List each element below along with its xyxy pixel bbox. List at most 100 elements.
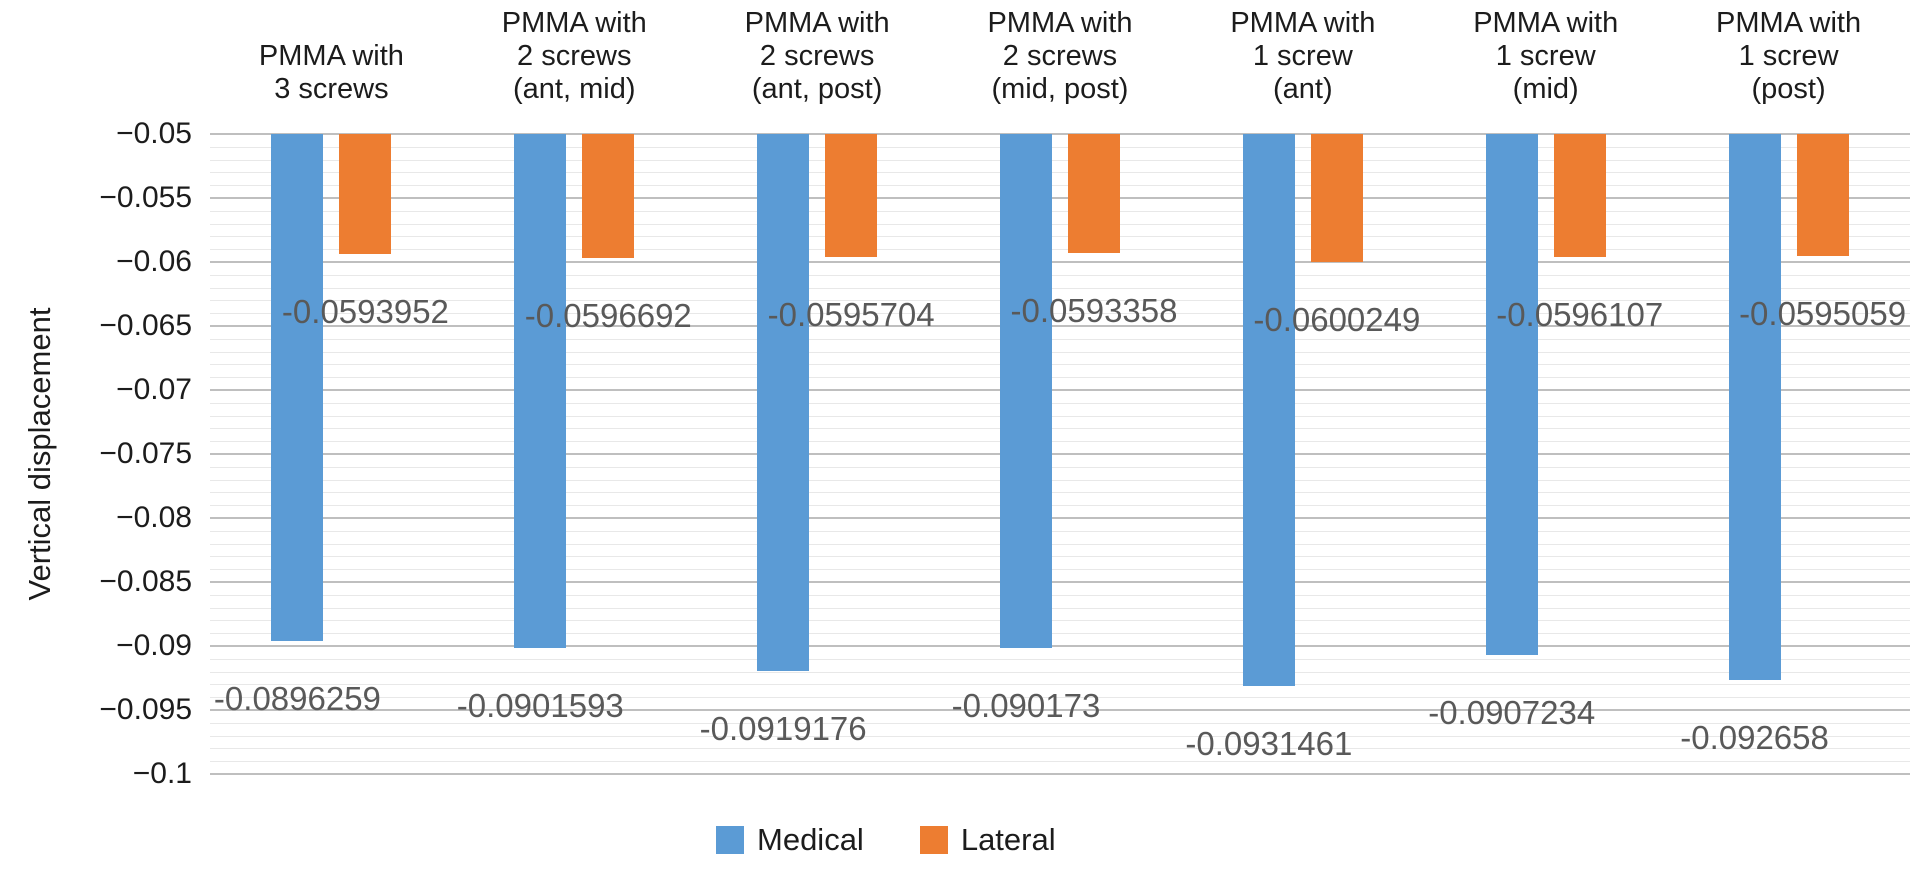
gridline-minor [210, 159, 1910, 161]
legend-label: Lateral [960, 822, 1056, 857]
gridline-major [210, 517, 1910, 519]
gridline-minor [210, 415, 1910, 417]
gridline-minor [210, 594, 1910, 596]
gridline-minor [210, 761, 1910, 763]
data-label-medical-5: -0.0931461 [1185, 725, 1353, 763]
category-label-2: PMMA with 2 screws (ant, mid) [501, 7, 647, 105]
category-label-5: PMMA with 1 screw (ant) [1230, 7, 1376, 105]
data-label-lateral-5: -0.0600249 [1253, 301, 1421, 339]
data-label-medical-7: -0.092658 [1680, 719, 1829, 757]
gridline-minor [210, 697, 1910, 699]
category-label-7: PMMA with 1 screw (post) [1716, 7, 1862, 105]
data-label-lateral-4: -0.0593358 [1010, 292, 1178, 330]
bar-medical-2 [514, 134, 567, 649]
data-label-medical-4: -0.090173 [951, 687, 1101, 725]
bar-medical-4 [1000, 134, 1052, 649]
gridline-minor [210, 351, 1910, 353]
bar-medical-7 [1728, 134, 1781, 681]
data-label-lateral-2: -0.0596692 [524, 296, 692, 334]
gridline-minor [210, 543, 1910, 545]
gridline-minor [210, 249, 1910, 251]
bar-lateral-2 [582, 134, 635, 258]
gridline-major [210, 261, 1910, 263]
y-tick-label: −0.07 [116, 373, 192, 406]
gridline-minor [210, 722, 1910, 724]
gridline-major [210, 645, 1910, 647]
bar-lateral-6 [1553, 134, 1606, 258]
legend-label: Medical [757, 822, 864, 857]
data-label-medical-6: -0.0907234 [1428, 694, 1596, 732]
y-tick-label: −0.06 [116, 245, 192, 278]
gridline-minor [210, 556, 1910, 558]
gridline-minor [210, 607, 1910, 609]
category-label-6: PMMA with 1 screw (mid) [1473, 7, 1619, 105]
gridline-minor [210, 748, 1910, 750]
category-label-1: PMMA with 3 screws [258, 40, 404, 105]
bar-lateral-3 [825, 134, 878, 257]
data-label-medical-2: -0.0901593 [456, 687, 624, 725]
gridline-minor [210, 223, 1910, 225]
gridline-minor [210, 684, 1910, 686]
gridline-minor [210, 620, 1910, 622]
legend: Medical Lateral [716, 820, 1056, 860]
gridline-minor [210, 441, 1910, 443]
bar-lateral-1 [339, 134, 392, 255]
gridline-minor [210, 530, 1910, 532]
category-label-3: PMMA with 2 screws (ant, post) [744, 7, 890, 105]
gridline-minor [210, 671, 1910, 673]
gridline-minor [210, 492, 1910, 494]
y-tick-label: −0.065 [99, 309, 192, 342]
gridline-major [210, 389, 1910, 391]
data-label-lateral-7: -0.0595059 [1739, 294, 1907, 332]
category-label-4: PMMA with 2 screws (mid, post) [987, 7, 1133, 105]
gridline-minor [210, 377, 1910, 379]
gridline-minor [210, 364, 1910, 366]
gridline-minor [210, 735, 1910, 737]
data-label-medical-3: -0.0919176 [699, 709, 867, 747]
gridline-major [210, 197, 1910, 199]
bar-medical-6 [1485, 134, 1538, 656]
bar-lateral-5 [1310, 134, 1363, 263]
y-tick-label: −0.09 [116, 629, 192, 662]
bar-medical-1 [271, 134, 324, 642]
gridline-major [210, 581, 1910, 583]
gridline-minor [210, 210, 1910, 212]
gridline-minor [210, 633, 1910, 635]
gridline-major [210, 325, 1910, 327]
bar-lateral-7 [1796, 134, 1849, 256]
y-tick-label: −0.1 [132, 757, 192, 790]
y-tick-label: −0.095 [99, 693, 192, 726]
gridline-minor [210, 658, 1910, 660]
gridline-minor [210, 185, 1910, 187]
gridline-minor [210, 569, 1910, 571]
gridline-minor [210, 505, 1910, 507]
bar-medical-5 [1242, 134, 1295, 687]
gridline-minor [210, 300, 1910, 302]
gridline-minor [210, 287, 1910, 289]
gridline-major [210, 709, 1910, 711]
gridline-minor [210, 402, 1910, 404]
legend-swatch-lateral [919, 826, 948, 854]
data-label-lateral-1: -0.0593952 [281, 293, 449, 331]
legend-swatch-medical [716, 826, 744, 854]
legend-item-medical: Medical [716, 822, 864, 858]
gridline-minor [210, 338, 1910, 340]
gridline-minor [210, 313, 1910, 315]
data-label-lateral-3: -0.0595704 [767, 295, 935, 333]
bar-medical-3 [757, 134, 810, 671]
y-tick-label: −0.075 [99, 437, 192, 470]
gridline-major [210, 133, 1910, 135]
gridline-minor [210, 172, 1910, 174]
gridline-minor [210, 146, 1910, 148]
y-tick-label: −0.055 [99, 181, 192, 214]
y-tick-label: −0.08 [116, 501, 192, 534]
plot-area: -0.0896259 -0.0901593 -0.0919176 -0.090173 -… [210, 133, 1910, 775]
legend-item-lateral: Lateral [919, 822, 1056, 858]
data-label-medical-1: -0.0896259 [213, 680, 381, 718]
gridline-minor [210, 466, 1910, 468]
bar-lateral-4 [1068, 134, 1120, 254]
gridline-minor [210, 274, 1910, 276]
gridline-major [210, 773, 1910, 775]
data-label-lateral-6: -0.0596107 [1496, 296, 1664, 334]
